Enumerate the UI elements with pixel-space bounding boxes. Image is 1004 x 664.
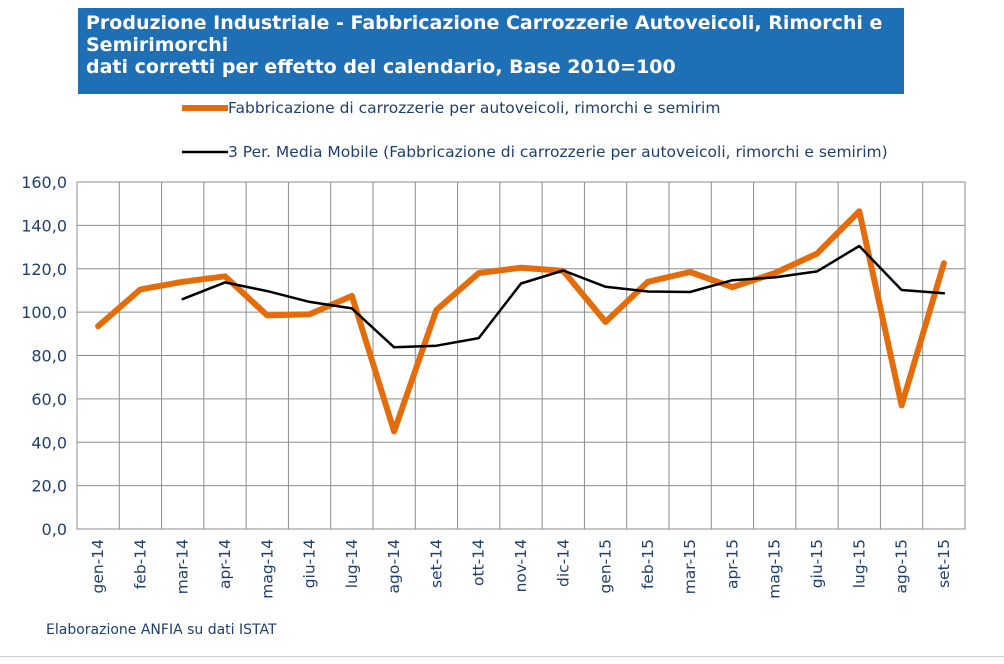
- y-tick-label: 60,0: [31, 390, 67, 409]
- x-tick-label: ago-14: [385, 539, 403, 593]
- x-tick-label: nov-14: [512, 539, 530, 592]
- legend-label-series-2: 3 Per. Media Mobile (Fabbricazione di ca…: [228, 143, 888, 161]
- x-tick-label: mar-15: [681, 539, 699, 594]
- bottom-divider: [0, 656, 1004, 657]
- y-tick-label: 80,0: [31, 347, 67, 366]
- x-tick-label: set-14: [427, 539, 445, 588]
- x-tick-label: gen-15: [597, 539, 615, 594]
- x-tick-label: ott-14: [470, 539, 488, 586]
- legend-swatch-black: [182, 150, 228, 154]
- y-tick-label: 100,0: [21, 303, 67, 322]
- legend-label-series-1: Fabbricazione di carrozzerie per autovei…: [228, 99, 721, 117]
- x-tick-label: lug-14: [343, 539, 361, 588]
- x-tick-label: dic-14: [554, 539, 572, 587]
- y-tick-label: 20,0: [31, 477, 67, 496]
- x-tick-label: giu-15: [808, 539, 826, 588]
- x-tick-label: set-15: [935, 539, 953, 588]
- x-tick-label: mag-14: [258, 539, 276, 599]
- x-tick-label: apr-15: [723, 539, 741, 589]
- x-tick-label: feb-15: [639, 539, 657, 589]
- legend-item-series-1: Fabbricazione di carrozzerie per autovei…: [182, 98, 720, 118]
- x-tick-label: lug-15: [850, 539, 868, 588]
- x-tick-label: gen-14: [89, 539, 107, 594]
- x-tick-label: giu-14: [301, 539, 319, 588]
- chart-title-line1: Produzione Industriale - Fabbricazione C…: [86, 12, 883, 56]
- x-tick-label: apr-14: [216, 539, 234, 589]
- legend-item-series-2: 3 Per. Media Mobile (Fabbricazione di ca…: [182, 142, 902, 162]
- y-tick-label: 120,0: [21, 260, 67, 279]
- x-tick-label: ago-15: [893, 539, 911, 593]
- chart-title: Produzione Industriale - Fabbricazione C…: [78, 8, 904, 94]
- chart-title-line2: dati corretti per effetto del calendario…: [86, 56, 676, 78]
- x-tick-label: mar-14: [174, 539, 192, 594]
- y-tick-label: 40,0: [31, 433, 67, 452]
- line-chart: 0,0 20,0 40,0 60,0 80,0 100,0 120,0 140,0 160,0 g…: [21, 173, 966, 599]
- y-tick-label: 0,0: [42, 520, 67, 539]
- y-tick-label: 160,0: [21, 173, 67, 192]
- x-tick-label: feb-14: [131, 539, 149, 589]
- x-tick-label: mag-15: [766, 539, 784, 599]
- y-tick-label: 140,0: [21, 216, 67, 235]
- legend-swatch-orange: [182, 105, 228, 111]
- source-note: Elaborazione ANFIA su dati ISTAT: [46, 622, 277, 638]
